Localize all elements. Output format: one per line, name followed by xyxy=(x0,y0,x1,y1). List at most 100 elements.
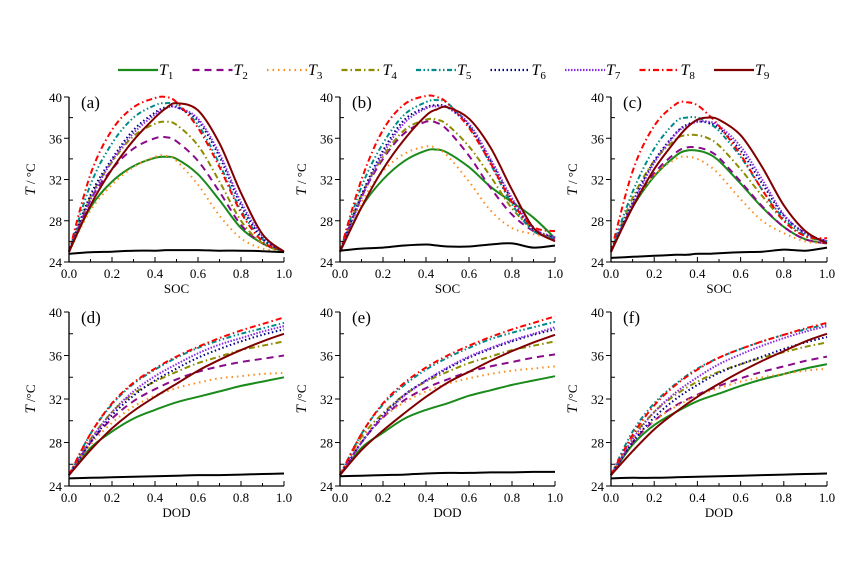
series-line-t1 xyxy=(339,375,556,476)
legend-label: T9 xyxy=(755,62,770,82)
series-line-t3 xyxy=(610,367,828,476)
series-line-t2 xyxy=(68,354,285,476)
series-line-t9 xyxy=(610,116,828,253)
x-tick-label: 1.0 xyxy=(276,266,292,281)
legend-label: T3 xyxy=(308,62,323,82)
x-tick-label: 0.4 xyxy=(147,490,164,505)
x-tick-label: 0.6 xyxy=(461,266,478,281)
series-line-ambient xyxy=(339,242,556,252)
panel-c: 24 28 32 36 40 0.0 0.2 0.4 0.6 0.8 1.0 SOC T / °C (c) xyxy=(565,90,835,296)
x-tick-label: 0.8 xyxy=(776,266,792,281)
legend-entry-t1: T1 xyxy=(118,62,173,82)
y-tick-label: 36 xyxy=(49,349,63,364)
x-tick-label: 0.6 xyxy=(732,490,749,505)
y-axis-symbol: T xyxy=(23,404,39,414)
legend-entry-t7: T7 xyxy=(565,62,621,82)
panel-label: (f) xyxy=(623,308,640,327)
series-line-t8 xyxy=(68,316,285,476)
x-tick-label: 0.4 xyxy=(418,266,435,281)
x-tick-label: 0.0 xyxy=(61,490,77,505)
series-line-t6 xyxy=(339,103,556,253)
x-tick-label: 0.8 xyxy=(233,266,249,281)
x-tick-label: 0.8 xyxy=(504,490,520,505)
y-tick-label: 28 xyxy=(591,436,604,451)
x-axis-title: SOC xyxy=(435,281,460,296)
x-tick-label: 1.0 xyxy=(547,266,563,281)
series-line-ambient xyxy=(610,246,828,259)
y-tick-label: 28 xyxy=(49,436,62,451)
series-line-t8 xyxy=(610,321,828,476)
legend-label: T4 xyxy=(383,62,398,82)
y-tick-label: 40 xyxy=(49,90,62,105)
y-tick-label: 32 xyxy=(591,392,604,407)
legend-subscript: 7 xyxy=(615,70,621,82)
panel-d: 24 28 32 36 40 0.0 0.2 0.4 0.6 0.8 1.0 DOD T /°C (d) xyxy=(23,305,292,520)
series-line-t2 xyxy=(339,119,556,253)
legend-entry-t9: T9 xyxy=(714,62,770,82)
panels: 24 28 32 36 40 0.0 0.2 0.4 0.6 0.8 1.0 SOC T / °C (a)… xyxy=(23,90,835,520)
legend-entry-t4: T4 xyxy=(341,62,398,82)
y-tick-label: 32 xyxy=(49,173,62,188)
legend-entry-t3: T3 xyxy=(267,62,323,82)
series-line-t4 xyxy=(610,341,828,476)
y-axis-unit: /°C xyxy=(294,384,309,405)
x-tick-label: 0.8 xyxy=(776,490,792,505)
panel-label: (e) xyxy=(352,308,371,327)
y-tick-label: 24 xyxy=(320,479,334,494)
x-tick-label: 0.2 xyxy=(104,266,120,281)
y-axis-symbol: T xyxy=(565,404,581,414)
y-axis-unit: /°C xyxy=(23,384,38,405)
x-axis-title: DOD xyxy=(162,505,190,520)
series-line-t2 xyxy=(339,353,556,476)
series-line-t3 xyxy=(610,155,828,253)
x-tick-label: 0.2 xyxy=(104,490,120,505)
series-group xyxy=(339,94,556,253)
x-tick-label: 0.0 xyxy=(332,266,348,281)
x-tick-label: 0.6 xyxy=(732,266,749,281)
series-line-t5 xyxy=(339,98,556,253)
y-tick-label: 32 xyxy=(320,173,333,188)
series-line-t7 xyxy=(339,326,556,476)
series-line-t9 xyxy=(339,333,556,476)
x-tick-label: 0.2 xyxy=(646,490,662,505)
panel-label: (d) xyxy=(81,308,101,327)
panel-f: 24 28 32 36 40 0.0 0.2 0.4 0.6 0.8 1.0 DOD T /°C (f) xyxy=(565,305,835,520)
y-axis-symbol: T xyxy=(23,186,39,196)
y-tick-label: 36 xyxy=(320,131,334,146)
x-tick-label: 0.4 xyxy=(147,266,164,281)
x-tick-label: 0.0 xyxy=(332,490,348,505)
series-line-t7 xyxy=(68,105,285,253)
x-tick-label: 0.8 xyxy=(504,266,520,281)
y-axis-title: T /°C xyxy=(565,384,581,413)
series-line-t4 xyxy=(339,117,556,253)
y-tick-label: 40 xyxy=(320,305,333,320)
legend-subscript: 3 xyxy=(317,70,323,82)
legend-label: T8 xyxy=(681,62,696,82)
x-tick-label: 0.4 xyxy=(689,266,706,281)
x-tick-label: 1.0 xyxy=(819,266,835,281)
series-line-t5 xyxy=(339,320,556,476)
x-tick-label: 0.0 xyxy=(603,266,619,281)
series-line-ambient xyxy=(610,472,828,480)
y-tick-label: 36 xyxy=(591,349,605,364)
series-line-t3 xyxy=(68,154,285,253)
panel-a: 24 28 32 36 40 0.0 0.2 0.4 0.6 0.8 1.0 SOC T / °C (a) xyxy=(23,90,292,296)
legend-label: T1 xyxy=(159,62,173,82)
x-axis-title: DOD xyxy=(705,505,733,520)
y-axis-unit: / °C xyxy=(565,163,580,187)
y-tick-label: 24 xyxy=(49,479,63,494)
series-line-t4 xyxy=(610,133,828,253)
series-line-t1 xyxy=(610,149,828,253)
series-line-t7 xyxy=(610,325,828,476)
x-tick-label: 0.2 xyxy=(646,266,662,281)
y-axis-title: T /°C xyxy=(23,384,39,413)
y-tick-label: 36 xyxy=(591,131,605,146)
y-tick-label: 36 xyxy=(320,349,334,364)
y-tick-label: 28 xyxy=(591,214,604,229)
y-tick-label: 40 xyxy=(591,90,604,105)
legend-label: T6 xyxy=(532,62,547,82)
legend-subscript: 9 xyxy=(764,70,770,82)
series-line-t4 xyxy=(68,340,285,476)
x-axis-title: SOC xyxy=(164,281,189,296)
